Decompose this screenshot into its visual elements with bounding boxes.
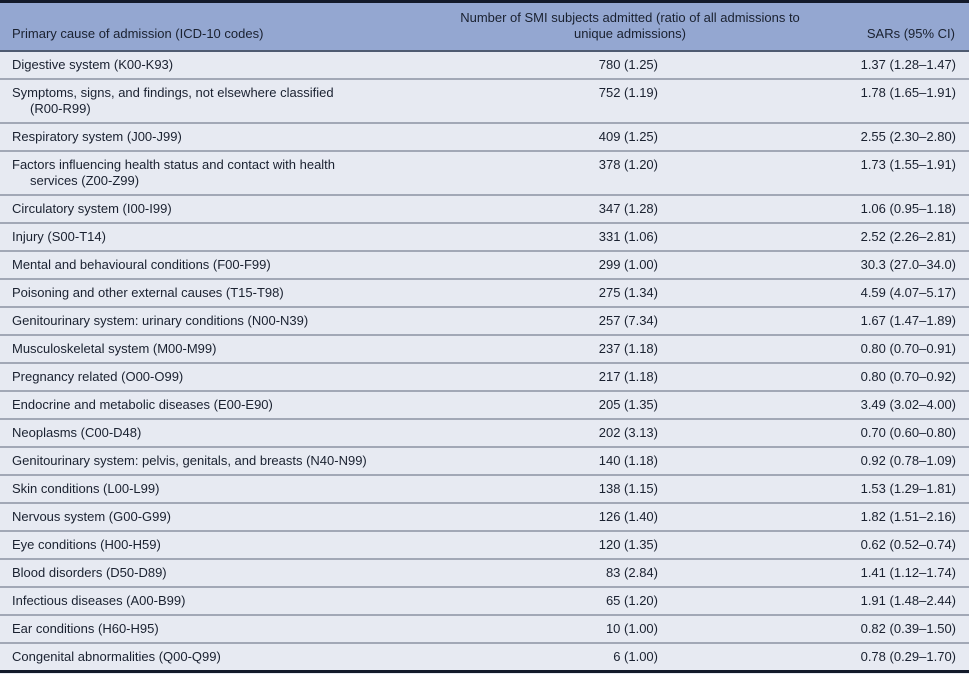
admitted-cell: 275 (1.34) (440, 278, 820, 307)
admitted-cell: 299 (1.00) (440, 250, 820, 279)
table-header: Primary cause of admission (ICD-10 codes… (0, 1, 969, 52)
cause-cell: Genitourinary system: urinary conditions… (0, 306, 440, 335)
table-row: Injury (S00-T14) 331 (1.06) 2.52 (2.26–2… (0, 222, 969, 251)
sar-cell: 0.70 (0.60–0.80) (820, 418, 969, 447)
admitted-cell: 120 (1.35) (440, 530, 820, 559)
cause-cell: Congenital abnormalities (Q00-Q99) (0, 642, 440, 672)
sar-cell: 1.73 (1.55–1.91) (820, 150, 969, 195)
admitted-cell: 65 (1.20) (440, 586, 820, 615)
sar-cell: 0.62 (0.52–0.74) (820, 530, 969, 559)
admitted-cell: 138 (1.15) (440, 474, 820, 503)
cause-cell: Symptoms, signs, and findings, not elsew… (0, 78, 440, 123)
sar-cell: 1.67 (1.47–1.89) (820, 306, 969, 335)
admitted-cell: 409 (1.25) (440, 122, 820, 151)
admitted-cell: 331 (1.06) (440, 222, 820, 251)
sar-cell: 1.37 (1.28–1.47) (820, 51, 969, 79)
table-row: Skin conditions (L00-L99) 138 (1.15) 1.5… (0, 474, 969, 503)
table-row: Nervous system (G00-G99) 126 (1.40) 1.82… (0, 502, 969, 531)
sar-cell: 2.52 (2.26–2.81) (820, 222, 969, 251)
admitted-cell: 202 (3.13) (440, 418, 820, 447)
sar-cell: 1.41 (1.12–1.74) (820, 558, 969, 587)
table-row: Eye conditions (H00-H59) 120 (1.35) 0.62… (0, 530, 969, 559)
admitted-cell: 237 (1.18) (440, 334, 820, 363)
cause-cell: Digestive system (K00-K93) (0, 51, 440, 79)
cause-cell: Skin conditions (L00-L99) (0, 474, 440, 503)
table-row: Symptoms, signs, and findings, not elsew… (0, 78, 969, 123)
header-row: Primary cause of admission (ICD-10 codes… (0, 1, 969, 52)
sar-cell: 3.49 (3.02–4.00) (820, 390, 969, 419)
table-row: Genitourinary system: pelvis, genitals, … (0, 446, 969, 475)
table-row: Mental and behavioural conditions (F00-F… (0, 250, 969, 279)
table-row: Poisoning and other external causes (T15… (0, 278, 969, 307)
admitted-cell: 217 (1.18) (440, 362, 820, 391)
admitted-cell: 126 (1.40) (440, 502, 820, 531)
sar-cell: 0.78 (0.29–1.70) (820, 642, 969, 672)
cause-cell: Nervous system (G00-G99) (0, 502, 440, 531)
cause-cell: Eye conditions (H00-H59) (0, 530, 440, 559)
sar-cell: 1.53 (1.29–1.81) (820, 474, 969, 503)
cause-cell: Respiratory system (J00-J99) (0, 122, 440, 151)
sar-cell: 2.55 (2.30–2.80) (820, 122, 969, 151)
cause-cell: Blood disorders (D50-D89) (0, 558, 440, 587)
col-sar-header: SARs (95% CI) (820, 1, 969, 52)
table-row: Congenital abnormalities (Q00-Q99) 6 (1.… (0, 642, 969, 672)
table-row: Pregnancy related (O00-O99) 217 (1.18) 0… (0, 362, 969, 391)
table-row: Respiratory system (J00-J99) 409 (1.25) … (0, 122, 969, 151)
table-row: Infectious diseases (A00-B99) 65 (1.20) … (0, 586, 969, 615)
cause-cell: Genitourinary system: pelvis, genitals, … (0, 446, 440, 475)
sar-cell: 0.80 (0.70–0.92) (820, 362, 969, 391)
sar-cell: 0.80 (0.70–0.91) (820, 334, 969, 363)
sar-cell: 4.59 (4.07–5.17) (820, 278, 969, 307)
admitted-cell: 257 (7.34) (440, 306, 820, 335)
cause-cell: Mental and behavioural conditions (F00-F… (0, 250, 440, 279)
table-row: Musculoskeletal system (M00-M99) 237 (1.… (0, 334, 969, 363)
table-row: Digestive system (K00-K93) 780 (1.25) 1.… (0, 51, 969, 79)
sar-cell: 1.82 (1.51–2.16) (820, 502, 969, 531)
admitted-cell: 752 (1.19) (440, 78, 820, 123)
table-row: Factors influencing health status and co… (0, 150, 969, 195)
admitted-cell: 140 (1.18) (440, 446, 820, 475)
admitted-cell: 205 (1.35) (440, 390, 820, 419)
cause-cell: Ear conditions (H60-H95) (0, 614, 440, 643)
cause-cell: Musculoskeletal system (M00-M99) (0, 334, 440, 363)
cause-cell: Infectious diseases (A00-B99) (0, 586, 440, 615)
cause-cell: Factors influencing health status and co… (0, 150, 440, 195)
cause-cell: Neoplasms (C00-D48) (0, 418, 440, 447)
admitted-cell: 378 (1.20) (440, 150, 820, 195)
table-body: Digestive system (K00-K93) 780 (1.25) 1.… (0, 51, 969, 672)
col-cause-header: Primary cause of admission (ICD-10 codes… (0, 1, 440, 52)
cause-cell: Endocrine and metabolic diseases (E00-E9… (0, 390, 440, 419)
cause-cell: Injury (S00-T14) (0, 222, 440, 251)
col-admitted-header: Number of SMI subjects admitted (ratio o… (440, 1, 820, 52)
table-row: Genitourinary system: urinary conditions… (0, 306, 969, 335)
cause-cell: Circulatory system (I00-I99) (0, 194, 440, 223)
sar-cell: 0.92 (0.78–1.09) (820, 446, 969, 475)
sar-cell: 1.06 (0.95–1.18) (820, 194, 969, 223)
sar-cell: 1.78 (1.65–1.91) (820, 78, 969, 123)
table-row: Endocrine and metabolic diseases (E00-E9… (0, 390, 969, 419)
admitted-cell: 347 (1.28) (440, 194, 820, 223)
sar-cell: 0.82 (0.39–1.50) (820, 614, 969, 643)
admitted-cell: 10 (1.00) (440, 614, 820, 643)
admitted-cell: 6 (1.00) (440, 642, 820, 672)
table-row: Ear conditions (H60-H95) 10 (1.00) 0.82 … (0, 614, 969, 643)
table-row: Neoplasms (C00-D48) 202 (3.13) 0.70 (0.6… (0, 418, 969, 447)
cause-cell: Pregnancy related (O00-O99) (0, 362, 440, 391)
table-row: Circulatory system (I00-I99) 347 (1.28) … (0, 194, 969, 223)
admitted-cell: 83 (2.84) (440, 558, 820, 587)
cause-cell: Poisoning and other external causes (T15… (0, 278, 440, 307)
sar-cell: 1.91 (1.48–2.44) (820, 586, 969, 615)
admitted-cell: 780 (1.25) (440, 51, 820, 79)
table-row: Blood disorders (D50-D89) 83 (2.84) 1.41… (0, 558, 969, 587)
sar-cell: 30.3 (27.0–34.0) (820, 250, 969, 279)
